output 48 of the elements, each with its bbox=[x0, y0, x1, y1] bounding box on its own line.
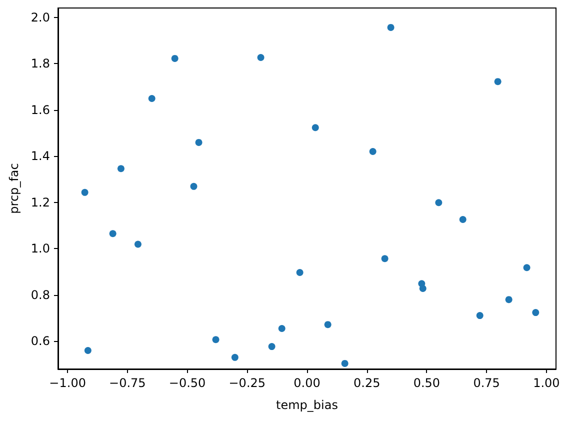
point bbox=[190, 182, 198, 190]
point bbox=[231, 354, 238, 361]
point bbox=[278, 325, 286, 332]
point bbox=[109, 230, 116, 238]
point bbox=[324, 321, 332, 328]
x-tick-label: 1.00 bbox=[533, 376, 560, 390]
point bbox=[459, 216, 466, 224]
point bbox=[387, 24, 394, 31]
point bbox=[84, 346, 92, 354]
point bbox=[312, 124, 319, 132]
point bbox=[268, 343, 276, 350]
point bbox=[257, 54, 264, 62]
y-axis-title: prcp_fac bbox=[7, 163, 21, 214]
y-tick-label: 0.8 bbox=[30, 288, 50, 302]
point bbox=[435, 199, 442, 206]
x-axis-title: temp_bias bbox=[276, 398, 338, 412]
x-tick-label: 0.25 bbox=[353, 376, 380, 390]
point bbox=[81, 188, 88, 196]
point bbox=[117, 165, 124, 172]
y-tick-label: 0.6 bbox=[30, 334, 50, 348]
x-tick-label: 0.75 bbox=[473, 376, 500, 390]
x-tick-label: −0.25 bbox=[228, 376, 266, 390]
point bbox=[494, 78, 502, 86]
x-tick-label: −0.50 bbox=[168, 376, 206, 390]
point bbox=[195, 138, 202, 146]
y-tick-label: 1.6 bbox=[30, 102, 50, 117]
point bbox=[369, 148, 376, 155]
point bbox=[148, 94, 156, 102]
point bbox=[476, 312, 484, 320]
x-tick-label: 0.00 bbox=[294, 376, 320, 390]
point bbox=[296, 269, 304, 276]
x-tick-label: −1.00 bbox=[49, 376, 86, 390]
point bbox=[171, 54, 178, 62]
y-tick-label: 1.8 bbox=[30, 56, 50, 71]
point bbox=[505, 296, 512, 304]
y-tick-label: 2.0 bbox=[30, 10, 50, 24]
point bbox=[532, 309, 540, 316]
point bbox=[341, 360, 348, 367]
y-tick-label: 1.0 bbox=[30, 242, 50, 256]
y-tick-label: 1.4 bbox=[30, 149, 50, 164]
point bbox=[134, 240, 142, 248]
point bbox=[212, 336, 220, 344]
x-tick-label: 0.50 bbox=[413, 376, 440, 390]
point bbox=[523, 264, 530, 272]
x-tick-label: −0.75 bbox=[109, 376, 146, 390]
y-tick-label: 1.2 bbox=[30, 195, 50, 210]
point bbox=[381, 255, 388, 262]
point bbox=[419, 284, 426, 292]
